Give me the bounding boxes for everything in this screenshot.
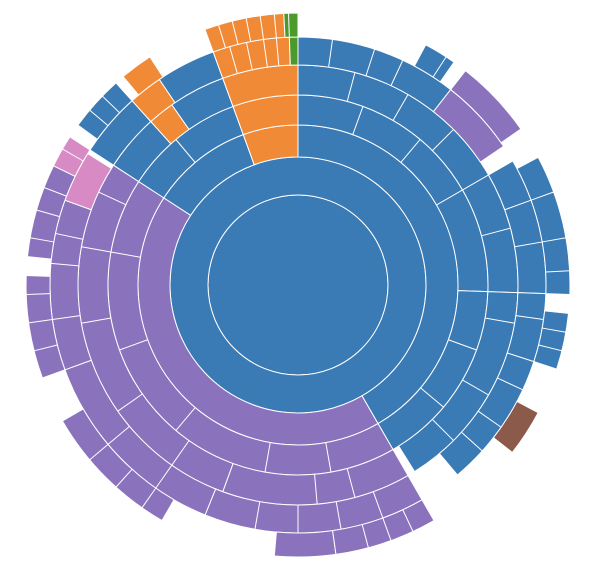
sunburst-arc-d5-14[interactable] xyxy=(288,36,299,66)
sunburst-divider-d6-25 xyxy=(273,13,277,38)
sunburst-divider-d4-12 xyxy=(81,246,111,253)
sunburst-divider-d5-13 xyxy=(107,426,130,445)
sunburst-divider-d5-4 xyxy=(514,241,543,248)
sunburst-divider-d3-6 xyxy=(175,407,196,431)
sunburst-divider-d5-12 xyxy=(155,464,173,489)
sunburst-arc-d6-2[interactable] xyxy=(516,156,571,296)
sunburst-divider-d4-4 xyxy=(485,317,515,324)
sunburst-divider-d5-2 xyxy=(390,60,404,86)
sunburst-divider-d5-3 xyxy=(504,199,532,211)
sunburst-arc-d6-11[interactable] xyxy=(77,82,133,140)
sunburst-divider-d5-18 xyxy=(245,42,253,70)
sunburst-divider-d6-6 xyxy=(402,509,414,532)
sunburst-divider-d4-8 xyxy=(314,474,318,505)
sunburst-arc-d6-6[interactable] xyxy=(273,530,337,558)
sunburst-divider-d4-7 xyxy=(346,468,356,498)
sunburst-divider-d5-19 xyxy=(262,39,268,68)
sunburst-divider-d5-0 xyxy=(328,39,334,68)
sunburst-divider-d5-11 xyxy=(254,501,261,530)
sunburst-divider-d3-7 xyxy=(119,339,148,351)
sunburst-divider-d3-2 xyxy=(448,339,477,351)
sunburst-divider-d6-3 xyxy=(545,270,570,273)
sunburst-divider-d6-0 xyxy=(432,56,447,78)
sunburst-divider-d6-24 xyxy=(259,15,264,40)
sunburst-divider-d4-11 xyxy=(81,317,111,324)
sunburst-divider-d5-20 xyxy=(275,37,280,66)
sunburst-divider-d3-5 xyxy=(264,442,271,473)
sunburst-divider-d6-8 xyxy=(361,524,369,548)
sunburst-divider-d3-3 xyxy=(420,387,444,408)
sunburst-divider-d5-9 xyxy=(372,491,384,519)
sunburst-arc-d6-4[interactable] xyxy=(492,400,539,454)
sunburst-divider-d3-0 xyxy=(352,106,364,135)
sunburst-divider-d6-10 xyxy=(115,468,133,488)
sunburst-divider-d4-2 xyxy=(431,129,454,152)
sunburst-arc-d6-12[interactable] xyxy=(122,56,164,96)
sunburst-arc-d6-0[interactable] xyxy=(413,44,455,83)
sunburst-divider-d5-15 xyxy=(50,262,79,267)
sunburst-divider-d6-1 xyxy=(530,191,554,201)
sunburst-arc-d6-7[interactable] xyxy=(61,408,175,522)
sunburst-divider-d5-14 xyxy=(52,315,81,321)
sunburst-divider-d5-5 xyxy=(515,315,544,321)
sunburst-divider-d6-22 xyxy=(231,20,239,45)
sunburst-divider-d6-13 xyxy=(28,319,53,324)
sunburst-divider-d6-18 xyxy=(62,148,84,162)
sunburst-divider-d6-7 xyxy=(382,517,392,541)
sunburst-divider-d6-14 xyxy=(26,293,51,295)
sunburst-divider-d5-17 xyxy=(229,46,238,74)
sunburst-divider-d6-4 xyxy=(542,327,566,333)
sunburst-divider-d6-9 xyxy=(141,487,157,509)
sunburst-divider-d6-20 xyxy=(101,95,120,114)
sunburst-divider-d4-1 xyxy=(392,94,409,121)
sunburst-divider-d6-17 xyxy=(43,187,67,197)
sunburst-arc-d6-10[interactable] xyxy=(52,136,91,177)
sunburst-divider-d5-8 xyxy=(461,431,483,452)
sunburst-divider-d4-5 xyxy=(462,379,489,396)
sunburst-divider-d6-16 xyxy=(36,209,60,218)
sunburst-divider-d5-10 xyxy=(335,501,342,530)
sunburst-divider-d6-11 xyxy=(89,444,109,461)
sunburst-arc-d6-14[interactable] xyxy=(283,12,299,38)
sunburst-divider-d6-26 xyxy=(288,13,290,38)
sunburst-arc-d0-0[interactable] xyxy=(207,194,389,376)
sunburst-divider-d4-6 xyxy=(431,418,454,441)
sunburst-arc-d6-1[interactable] xyxy=(449,69,522,144)
sunburst-divider-d4-3 xyxy=(481,227,511,237)
sunburst-divider-d6-12 xyxy=(33,344,58,352)
sunburst-arc-d6-8[interactable] xyxy=(25,274,66,379)
sunburst-divider-d4-10 xyxy=(117,393,143,412)
sunburst-divider-d5-7 xyxy=(477,410,502,428)
sunburst-divider-d5-6 xyxy=(497,377,523,391)
sunburst-divider-d6-5 xyxy=(538,344,563,352)
sunburst-divider-d3-8 xyxy=(110,251,141,258)
sunburst-divider-d6-19 xyxy=(89,109,109,126)
sunburst-divider-d4-0 xyxy=(346,72,356,102)
sunburst-divider-d4-13 xyxy=(98,191,127,206)
sunburst-divider-d6-15 xyxy=(30,237,54,243)
sunburst-divider-d6-21 xyxy=(217,24,226,48)
sunburst-divider-d5-1 xyxy=(365,48,376,76)
sunburst-divider-d6-23 xyxy=(245,17,252,42)
sunburst-divider-d6-2 xyxy=(542,237,566,243)
sunburst-arc-d6-3[interactable] xyxy=(533,310,570,370)
sunburst-divider-d5-16 xyxy=(55,232,83,240)
sunburst-divider-d3-1 xyxy=(400,139,421,163)
sunburst-divider-d3-4 xyxy=(325,442,332,473)
sunburst-divider-d4-9 xyxy=(171,440,190,466)
